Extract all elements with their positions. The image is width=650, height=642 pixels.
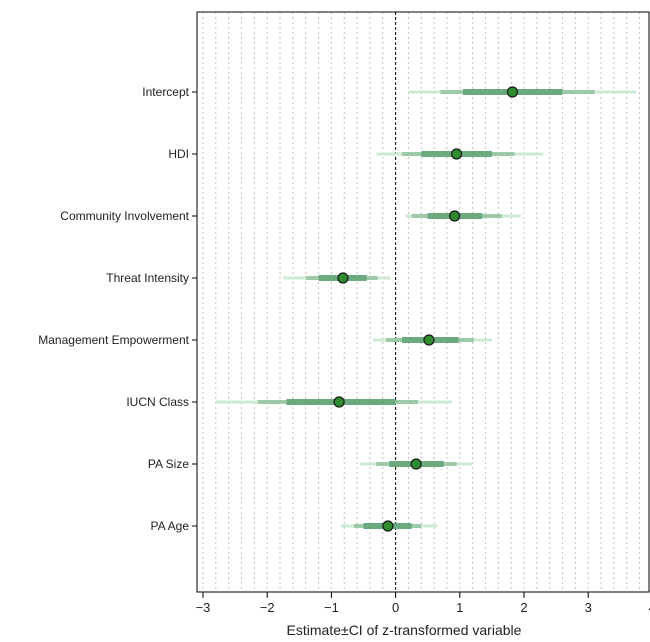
y-tick-label: Intercept [142,85,189,99]
x-tick-label: 4 [649,600,650,615]
estimate-point [382,520,394,532]
x-tick-label: −1 [324,600,339,615]
estimate-point [449,210,461,222]
estimate-point [450,148,463,160]
y-tick-label: PA Size [148,457,189,471]
y-tick-label: Community Involvement [60,209,189,223]
x-tick-label: 0 [392,600,399,615]
x-tick-label: 3 [585,600,592,615]
x-tick-label: 2 [520,600,527,615]
confidence-intervals [215,89,637,529]
y-tick-label: HDI [168,147,189,161]
estimate-point [337,272,349,284]
y-tick-label: IUCN Class [126,395,189,409]
grid-lines [202,12,641,592]
x-tick-label: 1 [456,600,463,615]
x-tick-label: −2 [260,600,275,615]
x-tick-label: −3 [196,600,211,615]
estimate-point [410,458,422,470]
estimate-point [423,334,435,346]
estimate-points [333,86,519,532]
estimate-point [333,396,345,408]
x-axis-ticks: −3 −2 −1 0 1 2 3 4 [196,592,650,615]
y-tick-label: PA Age [151,519,190,533]
y-tick-label: Management Empowerment [38,333,189,347]
x-axis-label: Estimate±CI of z-transformed variable [287,622,522,638]
plot-frame [196,11,650,593]
y-tick-label: Threat Intensity [106,271,189,285]
estimate-point [506,86,519,98]
y-axis-labels: Intercept HDI Community Involvement Threat … [38,85,197,533]
